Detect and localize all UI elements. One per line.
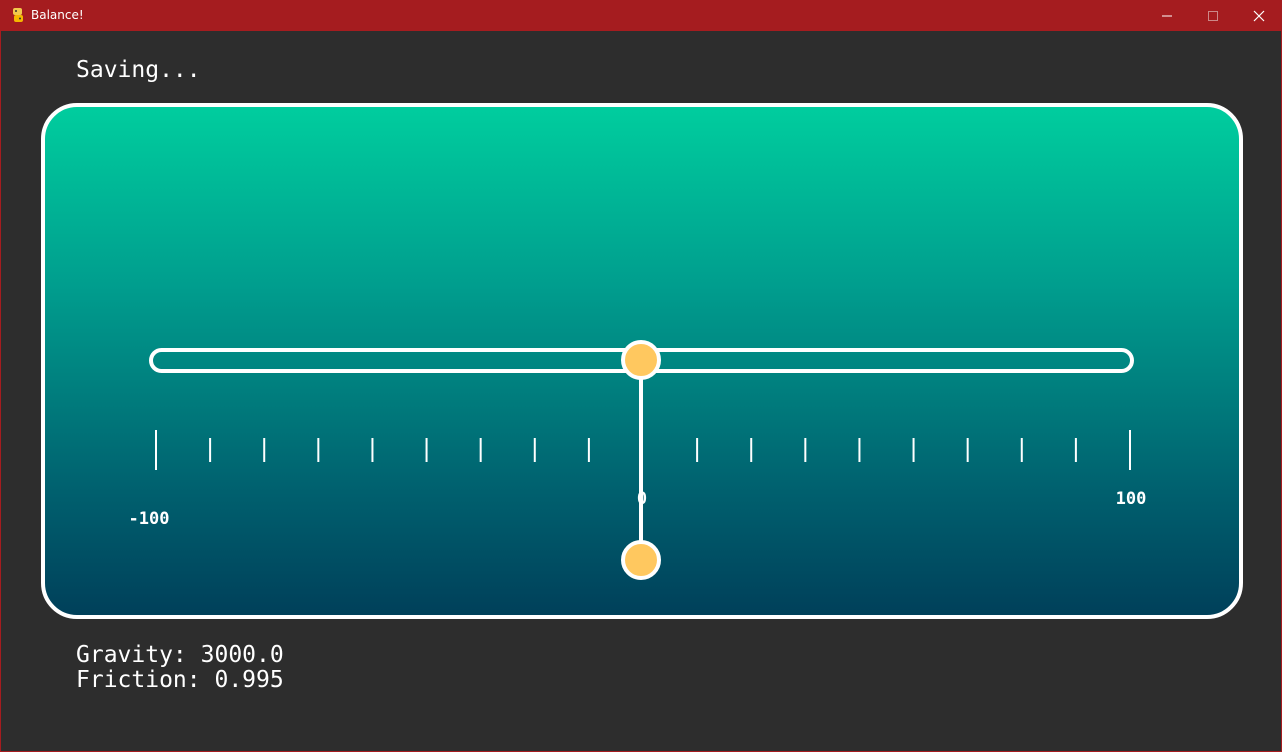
scale-min-label: -100 xyxy=(129,509,170,529)
scale-ticks xyxy=(155,430,1131,470)
gravity-readout: Gravity: 3000.0 xyxy=(76,642,284,668)
status-text: Saving... xyxy=(76,57,201,83)
minimize-button[interactable] xyxy=(1144,0,1190,31)
game-panel: -100 0 100 xyxy=(41,103,1243,619)
window-title: Balance! xyxy=(31,8,84,22)
beam-ball[interactable] xyxy=(621,340,661,380)
close-button[interactable] xyxy=(1236,0,1282,31)
title-bar: Balance! xyxy=(0,0,1282,31)
maximize-button[interactable] xyxy=(1190,0,1236,31)
minimize-icon xyxy=(1162,15,1172,16)
scale-max-label: 100 xyxy=(1116,489,1147,509)
pendulum-ball[interactable] xyxy=(621,540,661,580)
close-icon xyxy=(1253,10,1265,21)
physics-info: Gravity: 3000.0 Friction: 0.995 xyxy=(76,643,284,693)
scale-zero-label: 0 xyxy=(637,489,647,509)
maximize-icon xyxy=(1208,10,1218,21)
python-snake-icon xyxy=(13,8,23,22)
balance-stage: -100 0 100 xyxy=(129,340,1147,580)
friction-readout: Friction: 0.995 xyxy=(76,667,284,693)
